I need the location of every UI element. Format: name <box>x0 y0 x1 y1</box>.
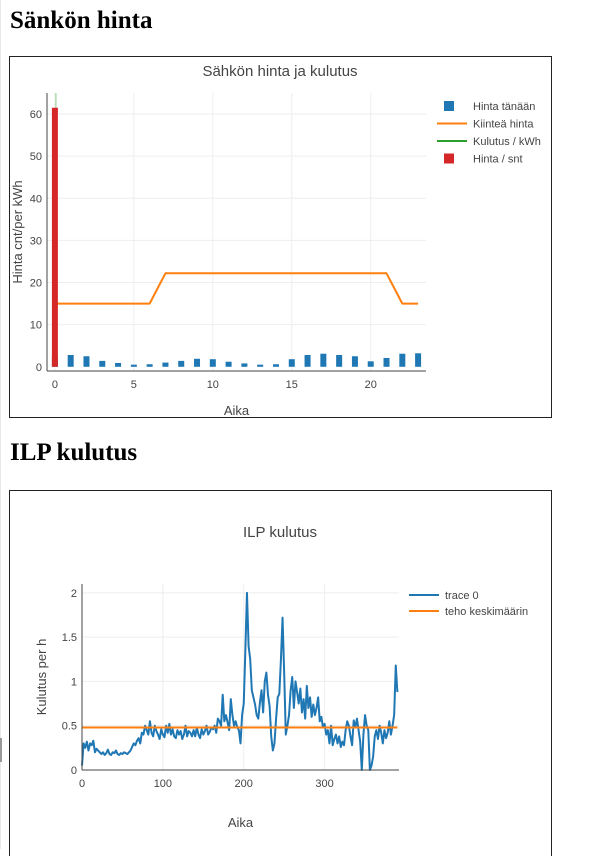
price-section-heading: Sänkön hinta <box>10 7 153 34</box>
price-ytick-label: 60 <box>30 109 42 121</box>
ilp-ytick-label: 1 <box>71 676 77 688</box>
price-x-axis-label: Aika <box>224 403 250 417</box>
price-series-hinta-t-n-n-bar <box>399 353 406 367</box>
price-y-axis-label: Hinta cnt/per kWh <box>10 180 25 283</box>
price-ytick-label: 10 <box>30 320 42 332</box>
price-legend-label: Kulutus / kWh <box>473 136 541 148</box>
price-series-hinta-t-n-n-bar <box>304 354 311 367</box>
price-series-hinta-t-n-n-bar <box>415 353 422 367</box>
ilp-ytick-label: 0 <box>71 765 77 777</box>
price-series-hinta-t-n-n-bar <box>336 354 343 367</box>
price-series-hinta-t-n-n-bar <box>67 354 74 367</box>
price-series-hinta-t-n-n-bar <box>225 361 232 367</box>
price-series-hinta-t-n-n-bar <box>257 364 264 367</box>
ilp-xtick-label: 100 <box>154 778 172 790</box>
price-legend-label: Hinta tänään <box>473 101 535 113</box>
ilp-x-axis-label: Aika <box>228 815 254 830</box>
price-series-kiinte-hinta-line <box>54 272 419 305</box>
price-xtick-label: 15 <box>286 379 298 391</box>
price-legend-label: Hinta / snt <box>473 154 523 166</box>
price-series-hinta-t-n-n-bar <box>99 360 106 367</box>
ilp-legend-label: teho keskimäärin <box>445 606 528 618</box>
price-legend-swatch <box>444 153 454 164</box>
ilp-xtick-label: 200 <box>235 778 253 790</box>
price-series-hinta-snt-bar <box>51 107 58 367</box>
ilp-ytick-label: 1.5 <box>62 632 77 644</box>
price-series-hinta-t-n-n-bar <box>146 364 153 367</box>
ilp-ytick-label: 0.5 <box>62 721 77 733</box>
price-xtick-label: 10 <box>207 379 219 391</box>
page-left-border <box>0 0 1 849</box>
ilp-legend-label: trace 0 <box>445 590 479 602</box>
price-ytick-label: 30 <box>30 235 42 247</box>
price-series-hinta-t-n-n-bar <box>115 362 122 367</box>
price-ytick-label: 40 <box>30 193 42 205</box>
ilp-chart-frame: 0 0.5 1 1.5 2 0 100 200 300 ILP kulutus Aika Kulutu… <box>9 490 552 856</box>
price-ytick-label: 0 <box>36 362 42 374</box>
price-series-hinta-t-n-n-bar <box>383 357 390 367</box>
price-series-hinta-t-n-n-bar <box>367 361 374 367</box>
price-series-hinta-t-n-n-bar <box>272 364 279 367</box>
price-xtick-label: 20 <box>365 379 377 391</box>
price-series-hinta-t-n-n-bar <box>288 359 295 367</box>
price-ytick-label: 50 <box>30 151 42 163</box>
ilp-section-heading: ILP kulutus <box>10 439 138 466</box>
price-xtick-label: 0 <box>52 379 58 391</box>
ilp-xtick-label: 300 <box>315 778 333 790</box>
ilp-y-axis-label: Kulutus per h <box>34 639 49 716</box>
price-legend-swatch <box>444 101 454 111</box>
ilp-series-trace-0-line <box>81 591 399 771</box>
price-chart-frame: 0 10 20 30 40 50 60 0 5 10 15 20 Sähkön hinta ja kul… <box>9 56 552 418</box>
price-series-hinta-t-n-n-bar <box>162 362 169 367</box>
price-series-hinta-t-n-n-bar <box>178 360 185 367</box>
page-edge-mark <box>0 738 2 762</box>
price-series-hinta-t-n-n-bar <box>209 359 216 367</box>
price-chart-title: Sähkön hinta ja kulutus <box>202 63 357 80</box>
price-xtick-label: 5 <box>131 379 137 391</box>
price-chart: 0 10 20 30 40 50 60 0 5 10 15 20 Sähkön hinta ja kul… <box>10 63 541 418</box>
price-series-hinta-t-n-n-bar <box>194 358 201 367</box>
price-series-hinta-t-n-n-bar <box>241 363 248 367</box>
ilp-ytick-label: 2 <box>71 588 77 600</box>
price-ytick-label: 20 <box>30 278 42 290</box>
price-series-hinta-t-n-n-bar <box>320 353 327 367</box>
price-series-hinta-t-n-n-bar <box>130 364 137 367</box>
price-series-hinta-t-n-n-bar <box>83 356 90 367</box>
price-legend-label: Kiinteä hinta <box>473 119 534 131</box>
ilp-chart-title: ILP kulutus <box>243 524 317 541</box>
price-series-hinta-t-n-n-bar <box>351 356 358 367</box>
ilp-chart: 0 0.5 1 1.5 2 0 100 200 300 ILP kulutus Aika Kulutu… <box>34 524 528 830</box>
ilp-xtick-label: 0 <box>79 778 85 790</box>
